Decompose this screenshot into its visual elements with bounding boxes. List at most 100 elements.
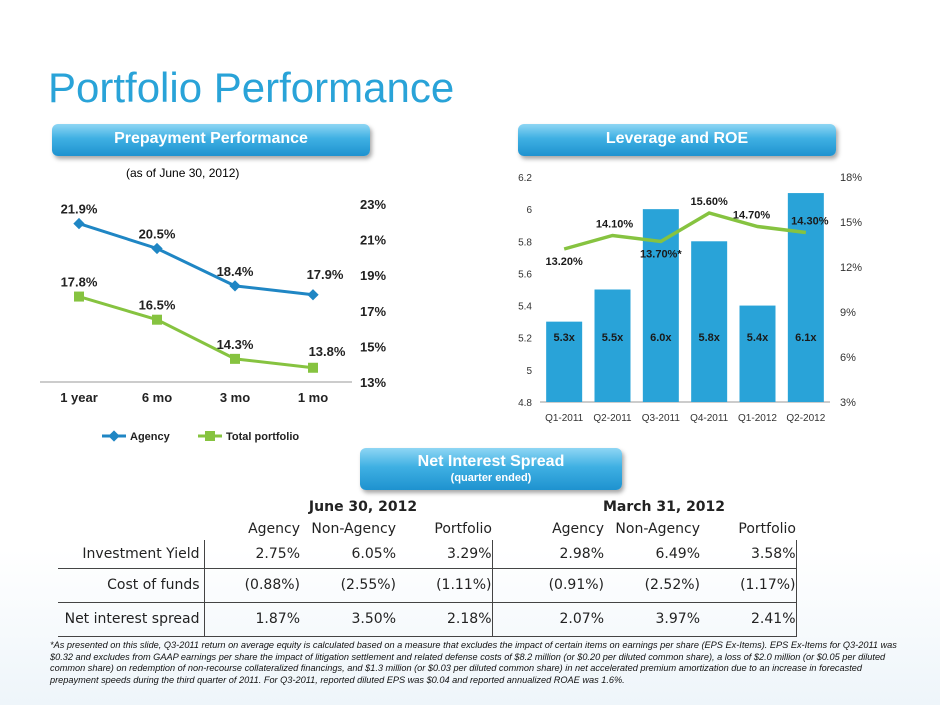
data-label: 16.5% bbox=[139, 298, 176, 313]
x-tick-label: Q2-2011 bbox=[593, 413, 632, 424]
column-header-row: Agency Non-Agency Portfolio Agency Non-A… bbox=[58, 518, 796, 540]
leverage-bar bbox=[546, 321, 583, 402]
bar-label: 5.8x bbox=[698, 332, 720, 344]
bar-label: 5.3x bbox=[553, 332, 575, 344]
x-tick-label: 1 year bbox=[60, 390, 98, 405]
table-cell: (0.91%) bbox=[548, 577, 604, 593]
legend-marker-agency bbox=[108, 430, 120, 442]
left-y-tick-label: 5.4 bbox=[518, 302, 532, 313]
col-header: Non-Agency bbox=[615, 521, 700, 537]
legend-marker-total-portfolio bbox=[205, 431, 215, 441]
roe-label: 13.20% bbox=[546, 256, 584, 268]
col-header: Agency bbox=[248, 521, 300, 537]
table-cell: (1.17%) bbox=[700, 568, 797, 602]
left-y-tick-label: 5 bbox=[526, 366, 532, 377]
x-tick-label: Q4-2011 bbox=[690, 413, 729, 424]
row-label: Cost of funds bbox=[58, 568, 205, 602]
bar-label: 6.0x bbox=[650, 332, 672, 344]
data-point-total-portfolio bbox=[230, 353, 240, 364]
table-cell: 6.49% bbox=[655, 545, 700, 562]
table-cell: 1.87% bbox=[255, 611, 300, 627]
data-point-agency bbox=[307, 289, 319, 301]
y-tick-label: 19% bbox=[360, 268, 386, 283]
data-point-agency bbox=[229, 280, 241, 292]
table-row: Investment Yield 2.75% 6.05% 3.29% 2.98%… bbox=[58, 540, 797, 568]
leverage-bar bbox=[642, 209, 679, 402]
left-y-tick-label: 5.8 bbox=[518, 237, 532, 248]
series-line-total-portfolio bbox=[78, 295, 314, 370]
bar-label: 6.1x bbox=[795, 332, 817, 344]
table-cell: (0.88%) bbox=[244, 577, 300, 593]
period-header-row: June 30, 2012 March 31, 2012 bbox=[58, 496, 796, 518]
leverage-roe-header: Leverage and ROE bbox=[518, 124, 836, 156]
period-header-march: March 31, 2012 bbox=[602, 499, 726, 515]
y-tick-label: 15% bbox=[360, 339, 386, 354]
page-title: Portfolio Performance bbox=[48, 64, 455, 111]
right-y-tick-label: 18% bbox=[840, 172, 862, 184]
right-y-tick-label: 12% bbox=[840, 262, 862, 274]
prepayment-header-label: Prepayment Performance bbox=[114, 130, 308, 147]
data-label: 20.5% bbox=[139, 227, 176, 242]
data-label: 17.9% bbox=[307, 267, 344, 282]
right-y-tick-label: 15% bbox=[840, 217, 862, 229]
left-y-tick-label: 5.2 bbox=[518, 334, 532, 345]
period-header-june: June 30, 2012 bbox=[308, 499, 418, 515]
data-point-agency bbox=[73, 217, 85, 230]
y-tick-label: 17% bbox=[360, 304, 386, 319]
y-tick-label: 21% bbox=[360, 233, 386, 248]
data-point-total-portfolio bbox=[308, 362, 318, 373]
roe-line bbox=[563, 211, 807, 251]
col-header: Non-Agency bbox=[311, 521, 396, 537]
legend-label-agency: Agency bbox=[130, 431, 171, 443]
table-cell: 3.29% bbox=[396, 540, 493, 568]
roe-label: 15.60% bbox=[691, 196, 729, 208]
net-interest-spread-header: Net Interest Spread (quarter ended) bbox=[360, 448, 622, 490]
series-line-agency bbox=[78, 222, 314, 297]
prepayment-performance-header: Prepayment Performance bbox=[52, 124, 370, 156]
data-label: 18.4% bbox=[217, 264, 254, 279]
table-cell: 3.97% bbox=[655, 611, 700, 627]
x-tick-label: 6 mo bbox=[142, 390, 172, 405]
col-header: Agency bbox=[552, 521, 604, 537]
data-label: 14.3% bbox=[217, 337, 254, 352]
table-row: Net interest spread 1.87% 3.50% 2.18% 2.… bbox=[58, 602, 797, 636]
roe-label: 14.10% bbox=[596, 219, 634, 231]
right-y-tick-label: 9% bbox=[840, 307, 856, 319]
nis-header-label: Net Interest Spread bbox=[417, 453, 565, 470]
row-label: Investment Yield bbox=[58, 540, 205, 568]
left-y-tick-label: 6.2 bbox=[518, 173, 532, 184]
y-tick-label: 23% bbox=[360, 197, 386, 212]
right-y-tick-label: 3% bbox=[840, 397, 856, 409]
net-interest-spread-table: June 30, 2012 March 31, 2012 Agency Non-… bbox=[58, 496, 797, 637]
footnote: *As presented on this slide, Q3-2011 ret… bbox=[50, 640, 897, 685]
x-tick-label: Q1-2011 bbox=[545, 413, 584, 424]
row-label: Net interest spread bbox=[58, 602, 205, 636]
data-label: 13.8% bbox=[309, 344, 346, 359]
data-label: 21.9% bbox=[61, 202, 98, 217]
table-cell: (1.11%) bbox=[396, 568, 493, 602]
as-of-date: (as of June 30, 2012) bbox=[126, 166, 240, 180]
table-cell: 2.75% bbox=[255, 545, 300, 562]
roe-label: 14.30% bbox=[791, 216, 829, 228]
leverage-bar bbox=[739, 305, 776, 402]
bar-label: 5.4x bbox=[747, 332, 769, 344]
table-row: Cost of funds (0.88%) (2.55%) (1.11%) (0… bbox=[58, 568, 797, 602]
right-y-tick-label: 6% bbox=[840, 352, 856, 364]
data-label: 17.8% bbox=[61, 275, 98, 290]
leverage-roe-combo-chart: 4.8 5 5.2 5.4 5.6 5.8 6 6.2 3% 6% 9% 12% 15% 18% Q1-20… bbox=[518, 172, 862, 424]
table-cell: 3.58% bbox=[700, 540, 797, 568]
x-tick-label: Q2-2012 bbox=[786, 413, 825, 424]
left-y-tick-label: 6 bbox=[526, 205, 532, 216]
x-tick-label: Q3-2011 bbox=[642, 413, 681, 424]
col-header: Portfolio bbox=[434, 521, 492, 537]
table-cell: (2.55%) bbox=[340, 577, 396, 593]
x-tick-label: Q1-2012 bbox=[738, 413, 777, 424]
table-cell: (2.52%) bbox=[644, 577, 700, 593]
table-cell: 2.18% bbox=[396, 602, 493, 636]
table-cell: 2.07% bbox=[559, 611, 604, 627]
data-point-total-portfolio bbox=[74, 291, 84, 302]
bar-label: 5.5x bbox=[602, 332, 624, 344]
y-tick-label: 13% bbox=[360, 375, 386, 390]
left-y-tick-label: 5.6 bbox=[518, 269, 532, 280]
nis-header-sublabel: (quarter ended) bbox=[450, 472, 532, 484]
